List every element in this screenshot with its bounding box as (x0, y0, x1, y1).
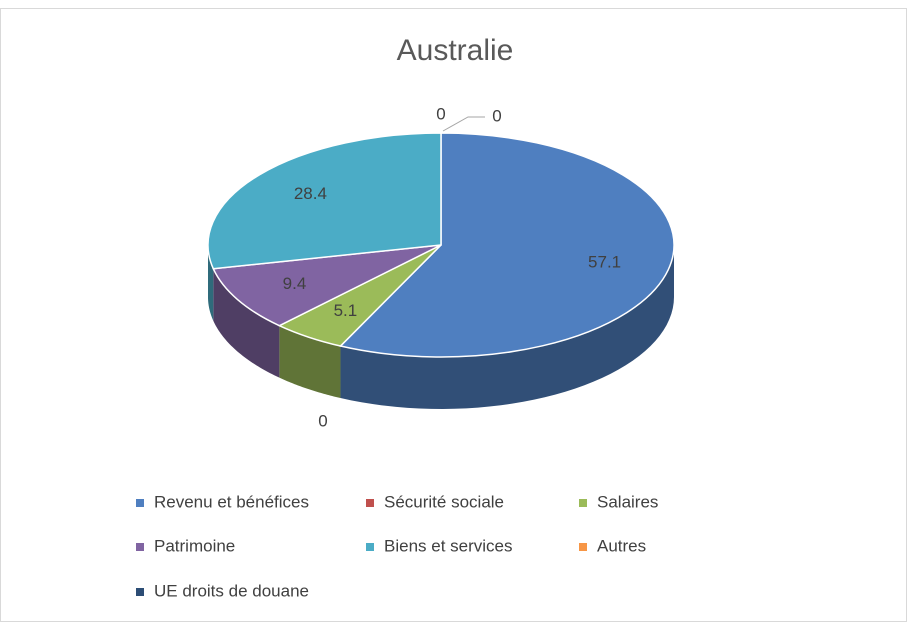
legend-swatch (136, 543, 144, 551)
legend-label: Sécurité sociale (384, 492, 504, 511)
data-label: 28.4 (294, 184, 327, 203)
chart-title: Australie (397, 34, 514, 67)
data-label: 5.1 (334, 301, 358, 320)
pie-side (279, 325, 341, 399)
data-label: 9.4 (283, 274, 307, 293)
leader-line (442, 116, 485, 132)
legend-swatch (579, 499, 587, 507)
legend-label: UE droits de douane (154, 581, 309, 600)
pie-side (208, 245, 214, 321)
legend-swatch (136, 588, 144, 596)
pie-side (340, 245, 674, 409)
legend-swatch (579, 543, 587, 551)
data-label: 0 (436, 104, 445, 123)
legend-label: Patrimoine (154, 536, 235, 555)
legend-swatch (366, 499, 374, 507)
pie-slice (212, 244, 442, 327)
legend-label: Revenu et bénéfices (154, 492, 309, 511)
pie-slice (338, 132, 675, 358)
legend-swatch (136, 499, 144, 507)
legend-label: Salaires (597, 492, 658, 511)
legend-label: Autres (597, 536, 646, 555)
data-label: 0 (492, 106, 501, 125)
pie-side (213, 268, 280, 378)
data-label: 0 (318, 411, 327, 430)
legend-label: Biens et services (384, 536, 513, 555)
legend-swatch (366, 543, 374, 551)
data-label: 57.1 (588, 252, 621, 271)
pie-slice (207, 132, 442, 270)
